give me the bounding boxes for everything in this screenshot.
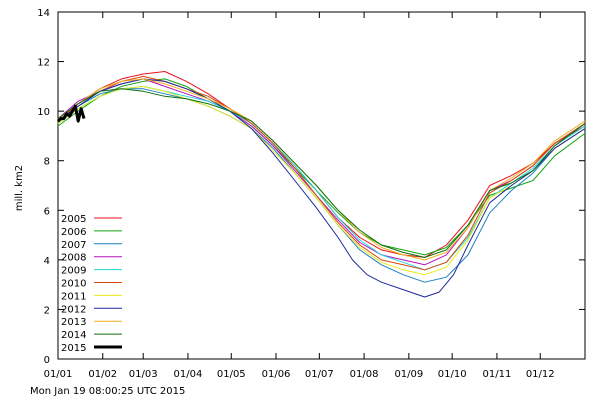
legend-label-2005: 2005 xyxy=(61,214,86,225)
series-line-2011 xyxy=(57,85,586,276)
legend-label-2009: 2009 xyxy=(61,266,86,277)
x-tick-label: 01/12 xyxy=(526,369,555,380)
legend-label-2007: 2007 xyxy=(61,240,86,251)
legend-label-2012: 2012 xyxy=(61,304,86,315)
x-tick-label: 01/10 xyxy=(438,369,467,380)
y-tick-label: 8 xyxy=(44,157,50,168)
y-tick-label: 4 xyxy=(44,256,50,267)
series-line-2014 xyxy=(57,88,586,258)
x-tick-label: 01/06 xyxy=(262,369,291,380)
y-tick-label: 2 xyxy=(44,305,50,316)
legend-label-2015: 2015 xyxy=(61,343,86,354)
y-tick-label: 14 xyxy=(37,8,50,19)
x-tick-label: 01/08 xyxy=(350,369,379,380)
legend-label-2011: 2011 xyxy=(61,291,86,302)
x-tick-label: 01/03 xyxy=(129,369,158,380)
legend-label-2010: 2010 xyxy=(61,279,86,290)
x-tick-label: 01/09 xyxy=(394,369,423,380)
timestamp-footer: Mon Jan 19 08:00:25 UTC 2015 xyxy=(30,386,185,397)
x-axis-ticks: 01/01 01/02 01/03 01/04 01/05 01/06 01/07 01/08… xyxy=(44,12,555,380)
legend-label-2006: 2006 xyxy=(61,227,86,238)
y-tick-label: 12 xyxy=(37,58,50,69)
x-tick-label: 01/04 xyxy=(174,369,203,380)
x-tick-label: 01/05 xyxy=(217,369,246,380)
y-axis-label: mill. km2 xyxy=(14,165,25,211)
x-tick-label: 01/07 xyxy=(305,369,334,380)
y-tick-label: 6 xyxy=(44,206,50,217)
legend-label-2014: 2014 xyxy=(61,330,86,341)
y-tick-label: 0 xyxy=(44,355,50,366)
plot-frame xyxy=(57,11,586,360)
series-line-2010 xyxy=(57,75,586,271)
series-lines xyxy=(57,71,586,298)
y-tick-label: 10 xyxy=(37,107,50,118)
series-line-2012 xyxy=(57,78,586,298)
series-line-2015 xyxy=(57,104,86,123)
x-tick-label: 01/02 xyxy=(88,369,117,380)
x-tick-label: 01/11 xyxy=(483,369,512,380)
y-axis-ticks: 0 2 4 6 8 10 12 14 xyxy=(37,8,585,366)
x-tick-label: 01/01 xyxy=(44,369,73,380)
legend-label-2008: 2008 xyxy=(61,253,86,264)
legend-label-2013: 2013 xyxy=(61,317,86,328)
